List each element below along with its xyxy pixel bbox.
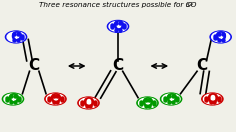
Text: O: O: [10, 30, 22, 44]
Text: O: O: [215, 30, 227, 44]
Text: O: O: [50, 92, 61, 106]
Text: C: C: [29, 58, 40, 74]
Text: C: C: [112, 58, 124, 74]
Text: O: O: [83, 96, 94, 110]
Circle shape: [160, 93, 182, 105]
Circle shape: [203, 94, 221, 104]
Text: Three resonance structures possible for CO: Three resonance structures possible for …: [39, 2, 197, 8]
Circle shape: [107, 20, 129, 32]
Text: 2-: 2-: [189, 2, 194, 7]
Text: 3: 3: [186, 3, 190, 8]
Circle shape: [2, 93, 24, 105]
Circle shape: [162, 94, 180, 104]
Circle shape: [78, 97, 99, 109]
Circle shape: [46, 94, 64, 104]
Circle shape: [212, 32, 230, 42]
Text: C: C: [196, 58, 207, 74]
Text: O: O: [142, 96, 153, 110]
Circle shape: [4, 94, 22, 104]
Circle shape: [45, 93, 66, 105]
Circle shape: [5, 31, 27, 43]
Circle shape: [137, 97, 158, 109]
Text: O: O: [112, 19, 124, 33]
Circle shape: [109, 21, 127, 31]
Text: O: O: [165, 92, 177, 106]
Text: O: O: [7, 92, 19, 106]
Circle shape: [210, 31, 231, 43]
Circle shape: [139, 98, 156, 108]
Circle shape: [202, 93, 223, 105]
Text: O: O: [206, 92, 218, 106]
Circle shape: [7, 32, 25, 42]
Circle shape: [80, 98, 97, 108]
